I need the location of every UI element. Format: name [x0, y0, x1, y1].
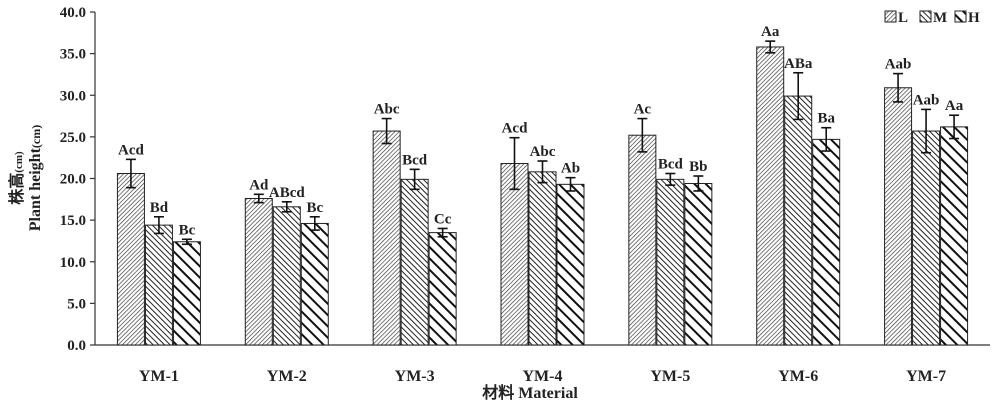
bar-M-YM-5 — [656, 178, 685, 346]
y-axis-title-cn-unit: (cm) — [13, 151, 25, 173]
y-ticks: 0.0 5.0 10.0 15.0 20.0 25.0 30.0 35.0 40.0 — [60, 5, 95, 354]
significance-label: Bd — [150, 200, 169, 216]
significance-label: Abc — [374, 102, 400, 118]
y-axis-title-english: Plant height(cm) — [27, 125, 44, 231]
bar-L-YM-2 — [244, 197, 273, 346]
bar-L-YM-6 — [756, 46, 785, 346]
y-tick-label: 25.0 — [60, 130, 86, 146]
bar-M-YM-3 — [400, 178, 429, 346]
y-axis-title-cn: 株高 — [7, 173, 26, 205]
x-tick-label: YM-6 — [778, 368, 818, 385]
significance-label: Ba — [817, 111, 835, 127]
legend-swatch-M — [919, 10, 932, 23]
x-axis-title: 材料 Material — [482, 383, 578, 402]
significance-label: Bc — [179, 222, 196, 238]
significance-label: Bb — [689, 159, 707, 175]
bars — [116, 46, 969, 346]
y-tick-label: 5.0 — [67, 296, 86, 312]
y-tick-label: 0.0 — [67, 338, 86, 354]
significance-label: Bcd — [658, 157, 684, 173]
x-tick-label: YM-1 — [139, 368, 179, 385]
legend-swatch-L — [884, 10, 897, 23]
bar-M-YM-1 — [144, 224, 173, 346]
significance-label: Cc — [434, 211, 452, 227]
y-tick-label: 35.0 — [60, 47, 86, 63]
x-tick-label: YM-2 — [267, 368, 307, 385]
bar-L-YM-3 — [372, 130, 401, 346]
bar-L-YM-4 — [500, 163, 529, 346]
legend-swatch-H — [954, 10, 967, 23]
significance-label: Abc — [530, 144, 556, 160]
significance-label: Aa — [945, 98, 964, 114]
bar-H-YM-5 — [684, 182, 713, 346]
y-axis-title: 株高(cm) — [7, 151, 26, 205]
bar-H-YM-3 — [428, 232, 457, 346]
bar-M-YM-6 — [784, 95, 813, 346]
significance-label: Bc — [306, 200, 323, 216]
bar-H-YM-1 — [172, 241, 201, 346]
y-tick-label: 20.0 — [60, 172, 86, 188]
bar-H-YM-4 — [556, 183, 585, 346]
bar-L-YM-5 — [628, 134, 657, 346]
significance-label: ABa — [784, 56, 813, 72]
x-tick-label: YM-7 — [906, 368, 946, 385]
legend-label-M: M — [933, 10, 947, 26]
x-tick-label: YM-5 — [650, 368, 690, 385]
significance-label: Aab — [913, 92, 940, 108]
bar-M-YM-4 — [528, 171, 557, 346]
bar-M-YM-7 — [912, 130, 941, 346]
bar-H-YM-2 — [300, 222, 329, 346]
significance-label: Ac — [634, 102, 652, 118]
significance-label: Acd — [502, 121, 528, 137]
significance-label: Aab — [885, 57, 912, 73]
significance-label: ABcd — [269, 185, 305, 201]
x-tick-label: YM-4 — [523, 368, 563, 385]
bar-H-YM-7 — [940, 126, 969, 346]
svg-text:Plant height(cm): Plant height(cm) — [27, 125, 44, 231]
significance-label: Ad — [249, 177, 269, 193]
significance-label: Acd — [118, 142, 144, 158]
significance-label: Ab — [561, 161, 580, 177]
y-tick-label: 15.0 — [60, 213, 86, 229]
legend-label-L: L — [898, 10, 908, 26]
legend-label-H: H — [968, 10, 980, 26]
bar-L-YM-7 — [884, 87, 913, 346]
y-axis-title-en-unit: (cm) — [29, 125, 43, 148]
y-axis-title-en: Plant height — [27, 147, 44, 231]
svg-text:株高(cm): 株高(cm) — [7, 151, 26, 205]
x-tick-label: YM-3 — [395, 368, 435, 385]
y-tick-label: 10.0 — [60, 255, 86, 271]
y-tick-label: 40.0 — [60, 5, 86, 21]
bar-L-YM-1 — [116, 173, 145, 346]
x-categories: YM-1 YM-2 YM-3 YM-4 YM-5 YM-6 YM-7 — [139, 368, 946, 385]
significance-label: Aa — [761, 24, 780, 40]
y-tick-label: 30.0 — [60, 88, 86, 104]
error-bars — [125, 40, 960, 246]
bar-H-YM-6 — [812, 138, 841, 346]
significance-label: Bcd — [402, 152, 428, 168]
bar-M-YM-2 — [272, 206, 301, 346]
